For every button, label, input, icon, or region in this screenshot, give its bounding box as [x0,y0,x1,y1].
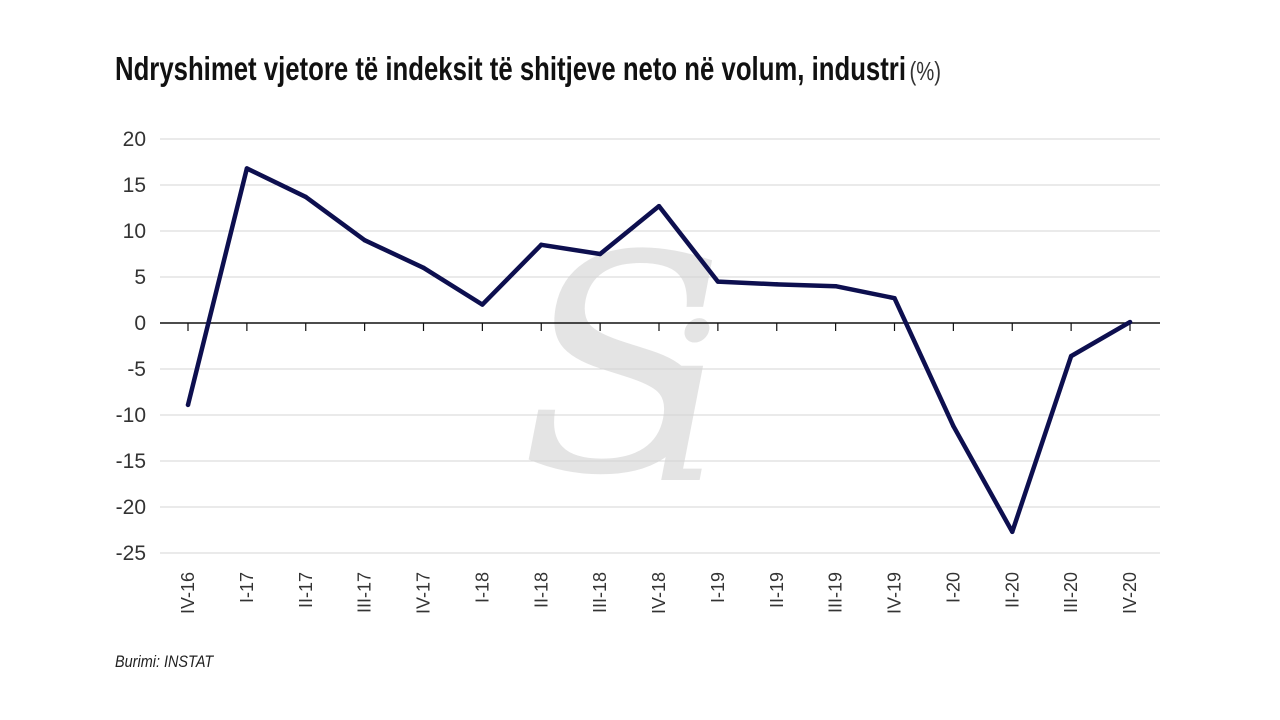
data-point [303,194,308,200]
x-tick-label: II-18 [531,572,551,608]
data-point [1068,353,1074,359]
x-tick-label: II-19 [767,572,787,608]
data-point [774,282,779,287]
x-tick-label: I-18 [472,572,492,603]
x-tick-label: IV-19 [885,572,905,614]
svg-text:i: i [650,276,720,532]
data-point [480,302,485,307]
data-point [597,251,603,257]
y-tick-label: -15 [116,450,146,473]
y-tick-label: 0 [134,312,146,335]
x-tick-label: II-20 [1002,572,1022,608]
y-tick-label: -5 [127,358,146,381]
data-point [421,265,426,270]
x-tick-label: III-18 [590,572,610,613]
data-point [1010,529,1015,535]
data-point [892,295,897,301]
data-point [833,284,838,289]
x-tick-label: III-20 [1061,572,1081,613]
data-point [656,203,662,209]
data-point [244,166,250,171]
x-tick-label: I-17 [237,572,257,603]
x-tick-label: II-17 [296,572,316,608]
watermark-logo: S i [520,192,726,541]
x-tick-label: I-20 [943,572,963,603]
x-tick-label: III-19 [826,572,846,613]
x-tick-label: IV-20 [1120,572,1140,614]
x-tick-label: IV-18 [649,572,669,614]
data-point [539,242,544,247]
y-tick-label: 5 [134,266,146,289]
x-tick-label: IV-17 [414,572,434,614]
data-point [1127,319,1133,325]
data-point [362,238,367,243]
chart-title-unit: (%) [909,56,941,86]
data-point [185,402,191,408]
y-tick-label: 20 [123,128,146,151]
y-tick-label: -10 [116,404,146,427]
y-tick-label: 15 [123,174,146,197]
y-tick-label: 10 [123,220,146,243]
chart-title: Ndryshimet vjetore të indeksit të shitje… [115,50,941,88]
chart-title-main: Ndryshimet vjetore të indeksit të shitje… [115,50,906,87]
x-tick-label: IV-16 [178,572,198,614]
data-point [951,423,956,429]
x-tick-label: I-19 [708,572,728,603]
y-tick-label: -20 [116,496,146,519]
source-note: Burimi: INSTAT [115,652,214,671]
x-tick-label: III-17 [355,572,375,613]
y-tick-label: -25 [116,542,146,565]
data-point [715,279,721,284]
